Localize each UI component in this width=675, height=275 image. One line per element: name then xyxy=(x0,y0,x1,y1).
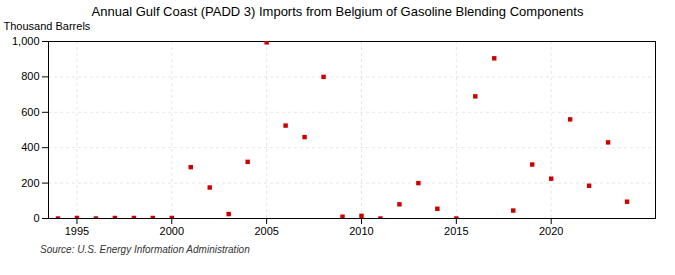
svg-text:800: 800 xyxy=(21,70,39,82)
svg-text:2020: 2020 xyxy=(539,225,563,237)
svg-text:400: 400 xyxy=(21,141,39,153)
svg-text:1995: 1995 xyxy=(65,225,89,237)
html-text:Annual Gulf Coast (PADD 3) Imp: Annual Gulf Coast (PADD 3) Imports from … xyxy=(91,4,584,19)
svg-text:2000: 2000 xyxy=(160,225,184,237)
svg-text:600: 600 xyxy=(21,106,39,118)
svg-text:2010: 2010 xyxy=(349,225,373,237)
svg-text:1,000: 1,000 xyxy=(12,35,40,47)
svg-text:200: 200 xyxy=(21,177,39,189)
svg-text:2015: 2015 xyxy=(444,225,468,237)
svg-text:Thousand Barrels: Thousand Barrels xyxy=(4,20,91,32)
svg-text:2005: 2005 xyxy=(254,225,278,237)
svg-text:0: 0 xyxy=(33,212,39,224)
html-text:Source: U.S. Energy Informatio: Source: U.S. Energy Information Administ… xyxy=(40,244,250,255)
